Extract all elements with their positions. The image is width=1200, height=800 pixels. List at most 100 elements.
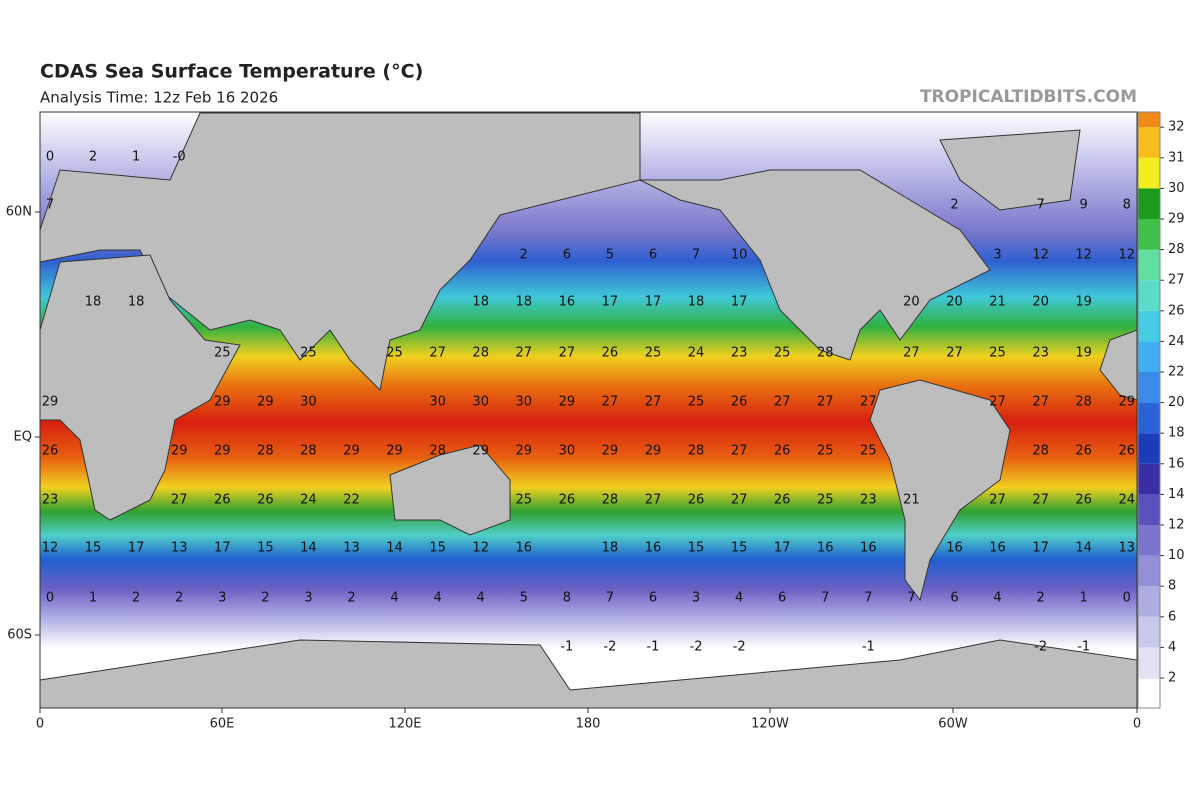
sst-label: 0 <box>1123 591 1131 606</box>
colorbar-label: 32 <box>1168 120 1185 135</box>
sst-label: 8 <box>1123 198 1131 213</box>
colorbar-band <box>1138 463 1160 495</box>
x-axis-label: 0 <box>1133 717 1141 732</box>
sst-label: 27 <box>645 395 662 410</box>
sst-label: 29 <box>257 395 274 410</box>
sst-label: 24 <box>688 346 705 361</box>
x-axis-label: 0 <box>36 717 44 732</box>
colorbar-band <box>1138 586 1160 617</box>
sst-label: 13 <box>1118 541 1135 556</box>
sst-label: 18 <box>472 295 489 310</box>
sst-label: 27 <box>645 493 662 508</box>
sst-label: 26 <box>559 493 576 508</box>
sst-label: 17 <box>645 295 662 310</box>
sst-label: 15 <box>688 541 705 556</box>
sst-label: 6 <box>563 248 571 263</box>
colorbar-label: 26 <box>1168 303 1185 318</box>
sst-label: 30 <box>472 395 489 410</box>
colorbar-band <box>1137 677 1161 709</box>
colorbar-label: 16 <box>1168 456 1185 471</box>
sst-label: 20 <box>946 295 963 310</box>
sst-label: 27 <box>602 395 619 410</box>
colorbar-label: 12 <box>1168 518 1185 533</box>
sst-label: 27 <box>1032 493 1049 508</box>
sst-label: 5 <box>520 591 528 606</box>
sst-label: 14 <box>386 541 403 556</box>
sst-label: 29 <box>214 444 231 459</box>
sst-label: 27 <box>731 493 748 508</box>
colorbar-label: 30 <box>1168 181 1185 196</box>
sst-label: 26 <box>774 444 791 459</box>
sst-label: 26 <box>774 493 791 508</box>
sst-label: 17 <box>602 295 619 310</box>
sst-label: 16 <box>515 541 532 556</box>
sst-label: 12 <box>472 541 489 556</box>
colorbar-label: 29 <box>1168 212 1185 227</box>
sst-label: 16 <box>817 541 834 556</box>
sst-label: 3 <box>993 248 1001 263</box>
colorbar-label: 31 <box>1168 150 1185 165</box>
colorbar-band <box>1138 112 1160 128</box>
sst-label: 15 <box>731 541 748 556</box>
sst-label: 2 <box>520 248 528 263</box>
sst-label: 29 <box>602 444 619 459</box>
sst-label: 22 <box>343 493 360 508</box>
sst-label: 7 <box>821 591 829 606</box>
sst-label: 27 <box>989 493 1006 508</box>
sst-label: 25 <box>300 346 317 361</box>
sst-label: 26 <box>1075 444 1092 459</box>
sst-label: 29 <box>42 395 59 410</box>
sst-label: 25 <box>386 346 403 361</box>
sst-label: 25 <box>817 444 834 459</box>
sst-label: 18 <box>85 295 102 310</box>
sst-label: 3 <box>692 591 700 606</box>
sst-label: 24 <box>1118 493 1135 508</box>
sst-label: 26 <box>214 493 231 508</box>
sst-label: 2 <box>175 591 183 606</box>
sst-label: 4 <box>390 591 398 606</box>
sst-label: 14 <box>1075 541 1092 556</box>
sst-label: 7 <box>907 591 915 606</box>
colorbar-label: 2 <box>1168 671 1176 686</box>
sst-label: 27 <box>515 346 532 361</box>
sst-label: 28 <box>688 444 705 459</box>
colorbar-frame <box>1137 111 1161 709</box>
sst-label: 25 <box>774 346 791 361</box>
sst-label: 26 <box>688 493 705 508</box>
sst-label: 14 <box>300 541 317 556</box>
colorbar-label: 8 <box>1168 579 1176 594</box>
sst-label: 17 <box>731 295 748 310</box>
sst-label: 29 <box>1118 395 1135 410</box>
sst-label: 23 <box>731 346 748 361</box>
land <box>39 112 1138 709</box>
sst-label: 15 <box>429 541 446 556</box>
sst-label: 27 <box>171 493 188 508</box>
colorbar-label: 27 <box>1168 273 1185 288</box>
sst-label: 29 <box>343 444 360 459</box>
sst-label: 26 <box>731 395 748 410</box>
sst-label: 18 <box>515 295 532 310</box>
subtitle: Analysis Time: 12z Feb 16 2026 <box>40 89 278 107</box>
sst-label: 7 <box>46 198 54 213</box>
colorbar-label: 24 <box>1168 334 1185 349</box>
sst-label: 28 <box>1032 444 1049 459</box>
sst-label: 28 <box>472 346 489 361</box>
sst-label: 25 <box>645 346 662 361</box>
sst-label: 27 <box>1032 395 1049 410</box>
sst-label: -2 <box>690 640 703 655</box>
sst-label: 27 <box>817 395 834 410</box>
y-axis-label: EQ <box>14 430 32 445</box>
sst-label: 15 <box>257 541 274 556</box>
watermark: TROPICALTIDBITS.COM <box>920 87 1137 107</box>
sst-label: 30 <box>515 395 532 410</box>
colorbar-band <box>1138 372 1160 403</box>
x-axis-label: 180 <box>576 717 601 732</box>
x-axis-label: 60E <box>210 717 235 732</box>
sst-label: 20 <box>903 295 920 310</box>
sst-label: -2 <box>1034 640 1047 655</box>
sst-label: 28 <box>300 444 317 459</box>
sst-label: 29 <box>559 395 576 410</box>
sst-label: 19 <box>1075 346 1092 361</box>
